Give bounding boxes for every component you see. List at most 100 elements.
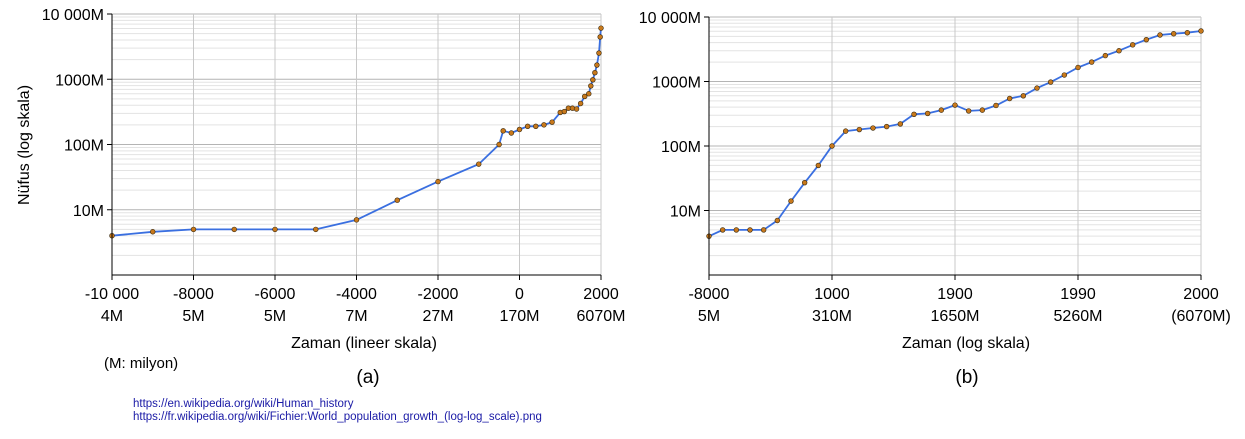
chart-b-y-tick-label: 100M [661,139,701,156]
chart-b-data-point [774,217,781,224]
chart-b-data-point [1184,30,1191,36]
chart-b-data-point [897,121,904,127]
chart-a-data-point [590,77,596,83]
chart-a-x-tick-sublabel: 27M [422,308,453,325]
chart-a-markers [109,25,604,239]
chart-a-x-ticks: -10 000 4M -8000 5M -6000 5M -4000 7M -2000 27M 0 1… [85,275,626,325]
chart-b-x-tick-label: 1900 [937,286,973,303]
chart-b-data-point [1047,79,1054,85]
chart-b-y-tick-label: 1000M [652,75,701,92]
chart-b-data-point [815,162,822,169]
units-note: (M: milyon) [104,355,179,372]
chart-a-x-tick-label: 0 [515,286,524,303]
chart-b-data-point [938,107,945,113]
chart-a-x-tick-sublabel: 6070M [577,308,626,325]
chart-a-data-point [592,70,598,76]
chart-b-y-tick-label: 10 000M [639,10,701,27]
chart-a-data-point [508,130,515,136]
chart-a-x-tick-sublabel: 4M [101,308,123,325]
chart-a-y-tick-label: 100M [64,138,104,155]
source-link-population-growth[interactable]: https://fr.wikipedia.org/wiki/Fichier:Wo… [133,411,542,423]
chart-b-data-point [856,126,863,133]
chart-b-x-tick-label: 2000 [1183,286,1219,303]
chart-a-grid [111,13,602,275]
chart-b-data-point [1006,95,1013,102]
source-link-human-history[interactable]: https://en.wikipedia.org/wiki/Human_hist… [133,398,354,410]
chart-a-x-tick-label: -8000 [173,286,214,303]
chart-a-data-point [598,25,604,31]
chart-a-data-point [541,122,547,128]
chart-b-x-tick-sublabel: 5M [698,308,720,325]
chart-a-data-point [573,106,580,112]
chart-b-data-point [883,123,890,130]
chart-b-grid [708,16,1202,275]
chart-b-data-point [747,227,753,233]
chart-a-x-tick-label: -4000 [336,286,377,303]
chart-a-data-point [597,34,603,40]
chart-b-markers [706,28,1204,239]
chart-a-panel-label: (a) [356,367,379,388]
chart-a-data-point [596,50,602,56]
chart-a-data-point [524,123,531,130]
chart-a-y-tick-label: 10M [73,203,104,220]
chart-b-data-point [1088,59,1095,65]
chart-b-data-point [952,102,958,108]
chart-b-data-point [911,111,917,118]
chart-a-x-tick-sublabel: 170M [499,308,539,325]
chart-a-data-point [586,91,592,97]
chart-a-x-tick-label: -10 000 [85,286,139,303]
chart-a-x-tick-sublabel: 5M [182,308,204,325]
chart-b-data-point [829,143,835,149]
chart-b-x-tick-sublabel: 310M [812,308,852,325]
chart-a-data-point [150,229,156,235]
chart-a-x-tick-label: 2000 [583,286,619,303]
chart-b-y-tick-label: 10M [670,204,701,221]
chart-b-data-point [1116,48,1122,54]
chart-b-data-point [733,227,740,233]
chart-b-x-axis-title: Zaman (log skala) [902,335,1030,352]
chart-a-data-point [500,128,506,134]
chart-a-x-tick-label: -2000 [418,286,459,303]
chart-b-data-point [1143,36,1150,43]
chart-b-x-tick-label: 1990 [1060,286,1096,303]
chart-a-data-point [231,226,237,233]
chart-b-data-point [1198,28,1204,34]
chart-b-x-tick-label: 1000 [814,286,850,303]
chart-a-data-point [577,100,584,107]
chart-a-data-point [594,62,600,68]
chart-b-data-point [1034,85,1040,91]
chart-b-data-point [1075,64,1081,71]
chart-a-data-point [549,119,555,125]
chart-b-x-tick-sublabel: 5260M [1054,308,1103,325]
chart-a-y-tick-label: 10 000M [42,7,104,24]
chart-a-data-point [581,93,588,100]
chart-a-data-point [476,161,482,167]
chart-b-data-point [1102,52,1109,59]
chart-b-panel-label: (b) [955,367,978,388]
chart-b-data-point [924,110,931,117]
chart-a-data-point [190,226,197,233]
chart-a-x-axis-title: Zaman (lineer skala) [291,335,437,352]
chart-a-data-point [496,141,502,148]
chart-b-data-point [801,179,808,186]
chart-b-x-tick-sublabel: (6070M) [1171,308,1231,325]
chart-b-data-point [979,107,986,113]
chart-a-data-point [516,126,523,133]
chart-b-data-point [1170,31,1177,37]
chart-b-y-ticks: 10 000M 1000M 100M 10M [639,10,709,221]
chart-b: 10 000M 1000M 100M 10M -8000 5M 1000 310M 1900 1… [639,10,1231,388]
chart-b-data-point [870,125,876,131]
chart-a-data-point [353,217,360,223]
chart-a-y-ticks: 10 000M 1000M 100M 10M [42,7,112,220]
chart-b-data-point [842,128,849,134]
chart-a-data-point [435,178,441,185]
chart-a-data-point [561,108,568,115]
chart-a-data-point [272,226,278,233]
chart-b-data-point [760,227,767,233]
chart-a-data-point [588,83,594,89]
chart-b-data-point [788,198,794,204]
chart-a-data-point [313,226,319,233]
chart-a: 10 000M 1000M 100M 10M -10 000 4M -8000 5M -600… [16,7,625,388]
chart-b-data-point [1157,32,1163,38]
